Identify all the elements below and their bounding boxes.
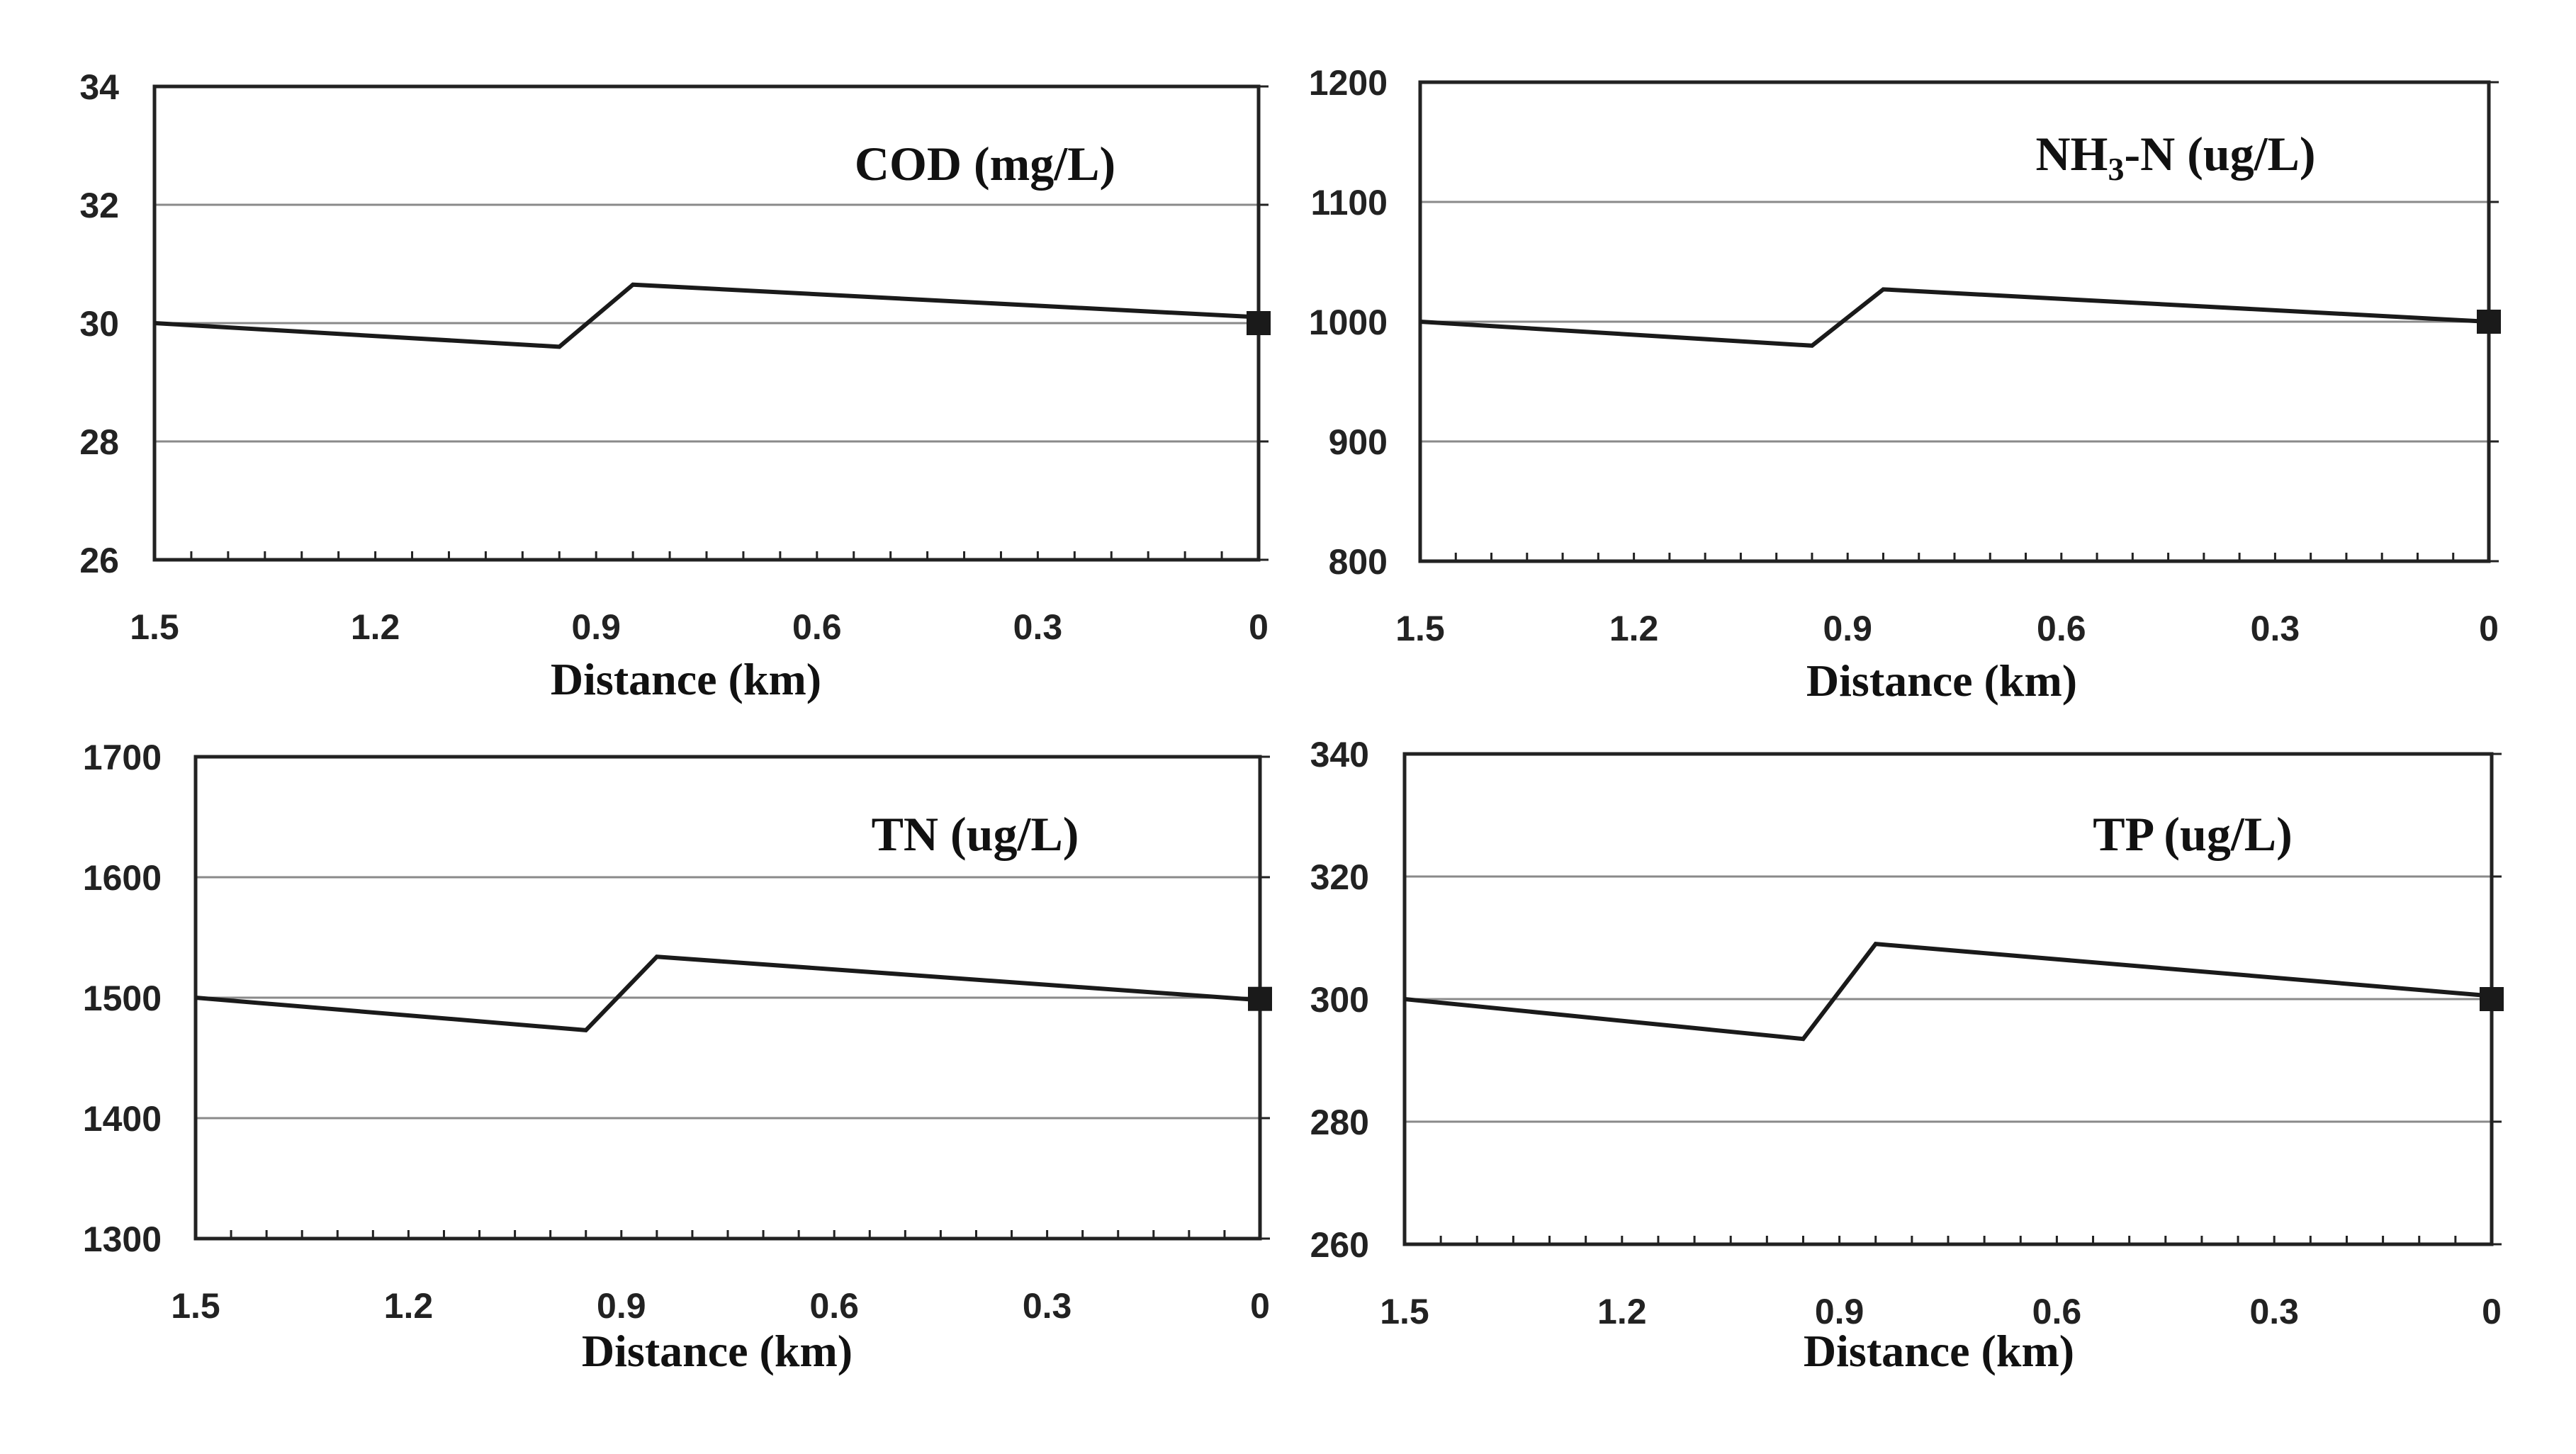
y-tick-label: 320: [1310, 857, 1369, 897]
title-text: -N (ug/L): [2124, 127, 2315, 181]
y-tick-label: 28: [79, 422, 119, 462]
series-line-cod: [154, 282, 1259, 349]
x-tick-label: 0.3: [1023, 1286, 1072, 1326]
x-axis-title: Distance (km): [582, 1326, 853, 1376]
y-tick-label: 800: [1329, 542, 1388, 582]
panel-title: COD (mg/L): [855, 137, 1115, 191]
x-axis-title: Distance (km): [1806, 655, 2077, 706]
y-tick-label: 280: [1310, 1103, 1369, 1142]
title-subscript: 3: [2108, 151, 2124, 187]
y-tick-label: 26: [79, 541, 119, 580]
x-tick-label: 0.6: [792, 607, 842, 647]
x-tick-label: 0.9: [571, 607, 621, 647]
x-tick-label: 1.2: [1597, 1292, 1647, 1331]
y-tick-label: 1300: [83, 1219, 162, 1259]
y-tick-label: 260: [1310, 1225, 1369, 1265]
y-tick-label: 1500: [83, 979, 162, 1018]
y-tick-label: 1200: [1309, 63, 1388, 103]
series-line-tp: [1404, 942, 2492, 1042]
x-tick-label: 0.9: [1823, 609, 1872, 648]
end-point-marker: [1247, 311, 1271, 335]
x-tick-label: 0.6: [2032, 1292, 2082, 1331]
panel-title: TP (ug/L): [2093, 807, 2293, 861]
y-tick-label: 30: [79, 304, 119, 344]
chart-panel-cod: 34 32 30 28 26 1.5 1.2 0.9 0.6 0.3 0 Distance (km) C…: [79, 67, 1271, 704]
title-text: TP (ug/L): [2093, 807, 2293, 861]
x-tick-label: 1.5: [130, 607, 179, 647]
end-point-marker: [1248, 986, 1272, 1011]
x-tick-label: 0.3: [2249, 1292, 2299, 1331]
series-line-nh3-n: [1419, 287, 2490, 348]
x-tick-label: 1.5: [1395, 609, 1445, 648]
panel-title: NH3-N (ug/L): [2035, 127, 2315, 187]
x-axis-title: Distance (km): [551, 654, 821, 704]
y-tick-label: 1600: [83, 858, 162, 898]
x-tick-label: 0.3: [2251, 609, 2300, 648]
y-tick-label: 34: [79, 67, 119, 107]
y-tick-label: 1400: [83, 1099, 162, 1139]
x-tick-label: 1.2: [351, 607, 400, 647]
x-tick-label: 1.5: [171, 1286, 220, 1326]
x-tick-label: 0.6: [2037, 609, 2086, 648]
end-point-marker: [2480, 987, 2504, 1011]
x-tick-label: 0: [2479, 609, 2499, 648]
x-tick-label: 0.9: [1815, 1292, 1864, 1331]
x-tick-label: 0.3: [1013, 607, 1063, 647]
x-tick-label: 1.2: [1609, 609, 1659, 648]
x-tick-label: 0.9: [597, 1286, 646, 1326]
series-line-tn: [195, 954, 1261, 1033]
x-tick-label: 1.2: [384, 1286, 434, 1326]
y-tick-label: 1100: [1311, 183, 1388, 222]
y-tick-label: 300: [1310, 980, 1369, 1020]
x-tick-label: 1.5: [1380, 1292, 1429, 1331]
y-tick-label: 1000: [1309, 303, 1388, 342]
x-tick-label: 0: [1249, 607, 1269, 647]
title-text: TN (ug/L): [872, 807, 1079, 861]
x-tick-label: 0.6: [809, 1286, 859, 1326]
title-text: COD (mg/L): [855, 137, 1115, 191]
x-axis-title: Distance (km): [1804, 1326, 2074, 1376]
y-tick-label: 340: [1310, 735, 1369, 774]
x-tick-label: 0: [2482, 1292, 2502, 1331]
y-tick-label: 1700: [83, 738, 162, 777]
chart-panel-tp: 340 320 300 280 260 1.5 1.2 0.9 0.6 0.3 0 Distance …: [1310, 735, 2504, 1376]
x-tick-label: 0: [1250, 1286, 1270, 1326]
y-tick-label: 900: [1329, 422, 1388, 462]
title-text: NH: [2035, 127, 2108, 181]
end-point-marker: [2477, 310, 2501, 334]
y-tick-label: 32: [79, 186, 119, 225]
panel-title: TN (ug/L): [872, 807, 1079, 861]
